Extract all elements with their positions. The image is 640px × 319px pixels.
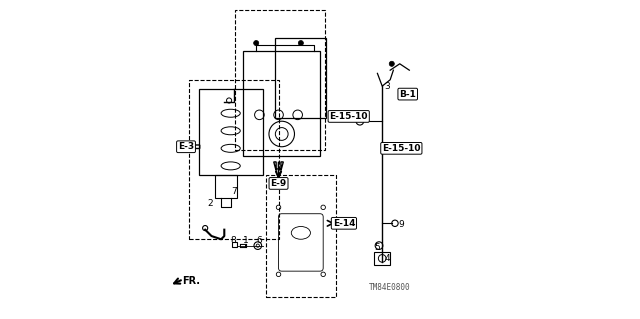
Text: TM84E0800: TM84E0800 bbox=[369, 283, 411, 292]
Text: E-3: E-3 bbox=[178, 142, 194, 151]
Text: E-14: E-14 bbox=[333, 219, 355, 228]
Circle shape bbox=[227, 98, 232, 103]
Text: 8: 8 bbox=[230, 236, 236, 245]
Bar bbox=[236, 10, 324, 150]
Text: 7: 7 bbox=[232, 187, 237, 196]
Text: 5: 5 bbox=[374, 243, 380, 252]
Text: 6: 6 bbox=[256, 236, 262, 245]
Circle shape bbox=[389, 61, 394, 66]
Text: E-15-10: E-15-10 bbox=[330, 112, 368, 121]
Text: 9: 9 bbox=[399, 220, 404, 229]
Text: FR.: FR. bbox=[182, 276, 200, 286]
Text: E-9: E-9 bbox=[271, 179, 287, 188]
Text: B-1: B-1 bbox=[399, 90, 416, 99]
Text: 3: 3 bbox=[384, 82, 390, 91]
Bar bbox=[189, 80, 278, 239]
Text: 2: 2 bbox=[207, 199, 212, 208]
Bar bbox=[374, 252, 390, 265]
Circle shape bbox=[253, 41, 259, 46]
Text: E-15-10: E-15-10 bbox=[382, 144, 420, 153]
Bar bbox=[232, 242, 237, 247]
Bar bbox=[266, 175, 336, 297]
Circle shape bbox=[298, 41, 303, 46]
Text: 1: 1 bbox=[243, 236, 249, 245]
Text: 4: 4 bbox=[384, 254, 390, 263]
